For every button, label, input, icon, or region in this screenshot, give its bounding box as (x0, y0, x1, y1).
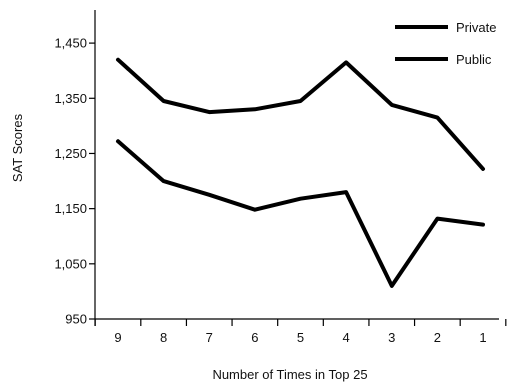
x-axis: 9 8 7 6 5 4 3 2 1 (94, 318, 507, 345)
series-group (116, 57, 485, 288)
y-tick-label: 1,450 (54, 36, 87, 51)
y-tick-label: 1,150 (54, 201, 87, 216)
x-ticks: 9 8 7 6 5 4 3 2 1 (94, 319, 507, 345)
legend-label-private: Private (456, 20, 496, 35)
x-tick-label: 9 (114, 330, 121, 345)
x-tick-label: 5 (297, 330, 304, 345)
legend: Private Public (395, 20, 496, 67)
legend-label-public: Public (456, 52, 492, 67)
x-tick-label: 3 (388, 330, 395, 345)
x-axis-title: Number of Times in Top 25 (212, 367, 367, 382)
y-axis: 950 1,050 1,150 1,250 1,350 1,450 (54, 10, 96, 327)
y-tick-label: 1,350 (54, 91, 87, 106)
x-tick-label: 4 (343, 330, 350, 345)
x-tick-label: 1 (479, 330, 486, 345)
x-tick-label: 2 (434, 330, 441, 345)
x-tick-label: 6 (251, 330, 258, 345)
y-tick-label: 1,250 (54, 146, 87, 161)
y-axis-title: SAT Scores (10, 113, 25, 182)
y-tick-label: 1,050 (54, 256, 87, 271)
series-line-public (116, 139, 485, 288)
x-tick-label: 7 (206, 330, 213, 345)
y-tick-label: 950 (65, 312, 87, 327)
x-tick-label: 8 (160, 330, 167, 345)
y-ticks: 950 1,050 1,150 1,250 1,350 1,450 (54, 36, 95, 327)
series-line-private (116, 57, 485, 171)
